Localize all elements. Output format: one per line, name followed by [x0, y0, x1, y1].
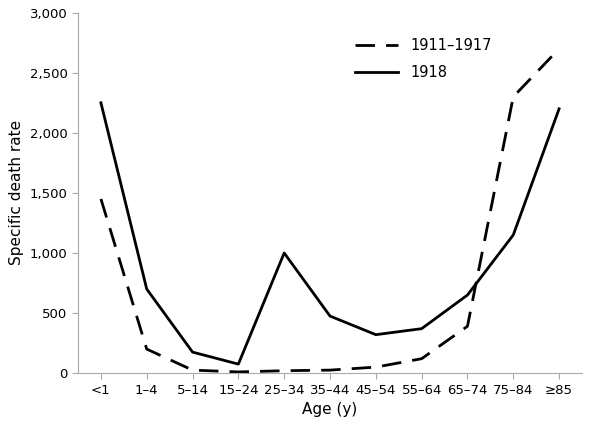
1911–1917	[372, 365, 379, 370]
1918	[189, 349, 196, 354]
1911–1917	[97, 196, 104, 201]
Line: 1918: 1918	[101, 103, 559, 364]
Y-axis label: Specific death rate: Specific death rate	[9, 120, 24, 265]
1911–1917	[509, 94, 517, 99]
1918	[464, 293, 471, 298]
1918	[143, 287, 151, 292]
1918	[97, 100, 104, 106]
1911–1917	[235, 369, 242, 374]
1918	[326, 313, 334, 318]
1918	[418, 326, 425, 331]
1911–1917	[143, 346, 151, 351]
Line: 1911–1917: 1911–1917	[101, 49, 559, 372]
1911–1917	[556, 46, 563, 51]
1918	[509, 232, 517, 237]
1918	[556, 106, 563, 112]
1911–1917	[326, 368, 334, 373]
X-axis label: Age (y): Age (y)	[302, 402, 358, 417]
1911–1917	[189, 368, 196, 373]
1918	[372, 332, 379, 337]
Legend: 1911–1917, 1918: 1911–1917, 1918	[347, 31, 499, 87]
1911–1917	[281, 368, 288, 373]
1918	[281, 251, 288, 256]
1911–1917	[418, 356, 425, 361]
1911–1917	[464, 324, 471, 329]
1918	[235, 362, 242, 367]
